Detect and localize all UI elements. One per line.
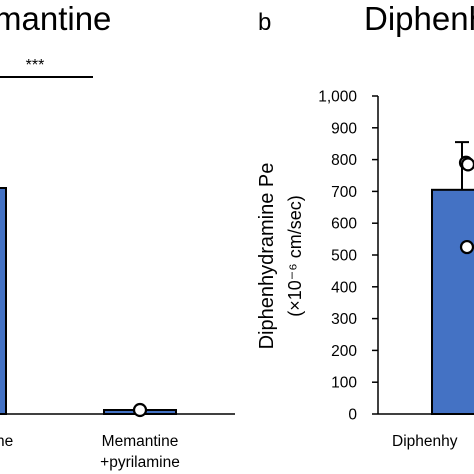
y-tick-label: 100 xyxy=(331,375,357,392)
y-tick-label: 200 xyxy=(331,343,357,360)
data-point xyxy=(460,157,474,172)
y-tick-label: 900 xyxy=(331,120,357,137)
panel-b-letter: b xyxy=(258,9,271,36)
y-axis-unit: (×10⁻⁶ cm/sec) xyxy=(285,195,305,316)
bar-diphenhydramine xyxy=(431,188,474,415)
y-tick-label: 700 xyxy=(331,184,357,201)
panel-a: mantine *** ne Memantine +pyrilamine xyxy=(0,0,235,471)
significance-label: *** xyxy=(26,57,45,74)
data-points-diphenhydramine xyxy=(458,155,474,255)
panel-a-title: mantine xyxy=(0,0,111,37)
y-tick-label: 500 xyxy=(331,248,357,265)
y-tick-label: 300 xyxy=(331,311,357,328)
x-tick-label-panel-a-cat1-line1: Memantine xyxy=(102,433,179,450)
x-tick-label-panel-a-cat0: ne xyxy=(0,433,13,450)
y-tick-label: 400 xyxy=(331,279,357,296)
y-tick-label: 800 xyxy=(331,152,357,169)
y-axis-ticks: 0 100 200 300 400 500 600 700 800 900 1,000 xyxy=(318,89,378,424)
y-tick-label: 0 xyxy=(348,407,357,424)
bar-panel-a-cat0 xyxy=(0,187,7,415)
panel-b: b Diphenh Diphenhydramine Pe (×10⁻⁶ cm/s… xyxy=(256,0,474,450)
x-tick-label-panel-a-cat1-line2: +pyrilamine xyxy=(100,454,180,471)
y-axis-label: Diphenhydramine Pe xyxy=(256,163,278,350)
y-tick-label: 600 xyxy=(331,216,357,233)
x-tick-label-panel-b-cat0: Diphenhy xyxy=(392,433,458,450)
data-point xyxy=(459,239,474,255)
y-tick-label: 1,000 xyxy=(318,89,357,106)
panel-b-title: Diphenh xyxy=(364,0,474,37)
data-point-panel-a-cat1 xyxy=(132,402,148,418)
